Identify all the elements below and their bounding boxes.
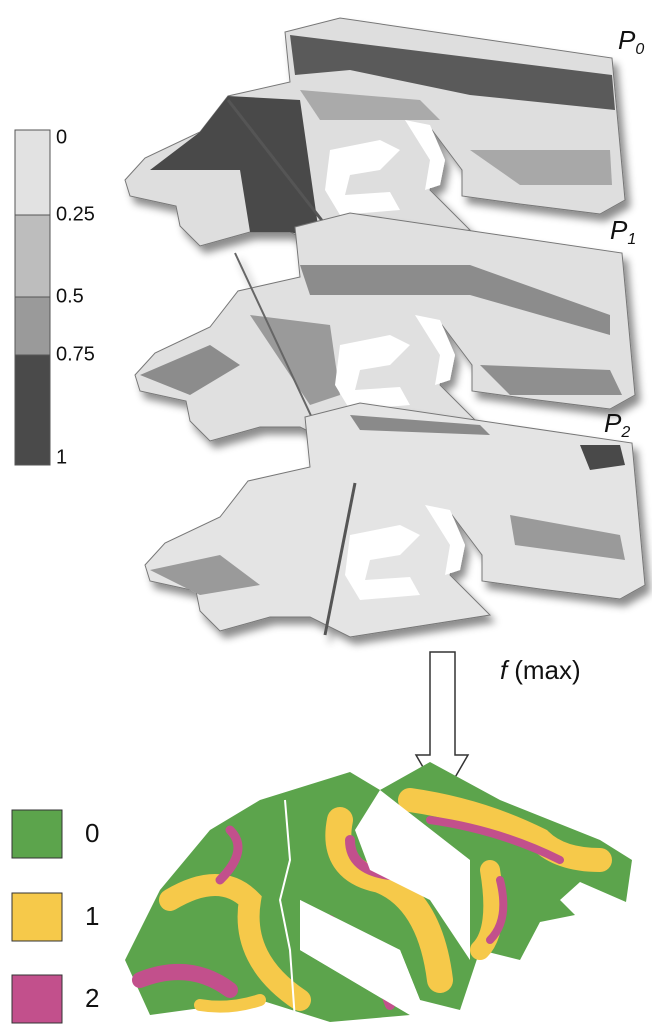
slice-subscript: 1 bbox=[627, 231, 636, 248]
slice-label: P1 bbox=[610, 215, 636, 248]
colorbar-label: 1 bbox=[56, 446, 67, 468]
slice-letter: P bbox=[610, 215, 628, 245]
colorbar-label: 0.25 bbox=[56, 203, 95, 225]
colorbar-label: 0.75 bbox=[56, 343, 95, 365]
legend-swatch bbox=[12, 975, 62, 1023]
slice-letter: P bbox=[604, 408, 622, 438]
colorbar-label: 0 bbox=[56, 126, 67, 148]
legend-swatch bbox=[12, 893, 62, 941]
slice-subscript: 2 bbox=[620, 424, 630, 441]
colorbar-box bbox=[15, 130, 50, 215]
legend-swatch bbox=[12, 810, 62, 858]
colorbar-label: 0.5 bbox=[56, 285, 84, 307]
max-map bbox=[125, 762, 632, 1022]
colorbar-box bbox=[15, 215, 50, 297]
slice-letter: P bbox=[618, 25, 636, 55]
legend-label: 2 bbox=[85, 983, 99, 1013]
legend-label: 0 bbox=[85, 818, 99, 848]
operator-func: f bbox=[500, 655, 510, 685]
colorbar-box bbox=[15, 355, 50, 465]
colorbar-box bbox=[15, 297, 50, 355]
page: 00.250.50.751P0P1P2f(max)012 (() => { co… bbox=[0, 0, 652, 1029]
slice-label: P2 bbox=[604, 408, 630, 441]
slice-subscript: 0 bbox=[635, 41, 644, 58]
colorbar bbox=[15, 130, 50, 465]
figure: 00.250.50.751P0P1P2f(max)012 bbox=[0, 0, 652, 1029]
slice-label: P0 bbox=[618, 25, 644, 58]
legend-label: 1 bbox=[85, 901, 99, 931]
operator-arg: (max) bbox=[514, 655, 580, 685]
operator-label: f(max) bbox=[500, 655, 581, 685]
